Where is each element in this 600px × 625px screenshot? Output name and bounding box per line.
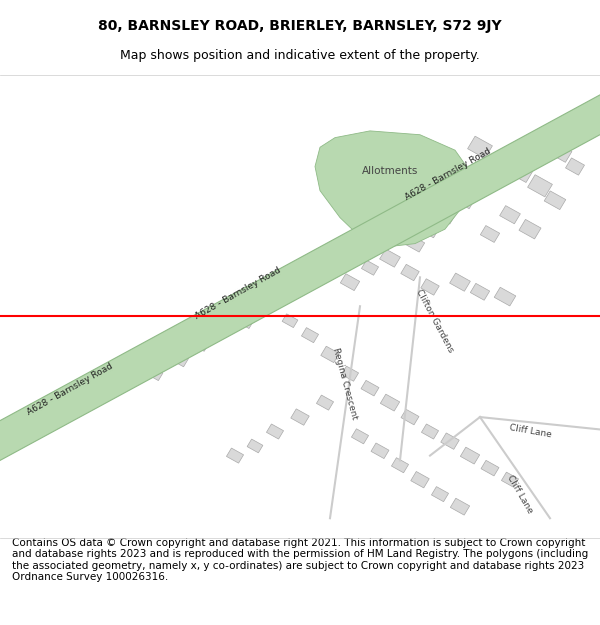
Bar: [411, 471, 429, 488]
Bar: [406, 235, 425, 252]
Bar: [67, 398, 83, 411]
Bar: [236, 313, 254, 329]
Bar: [544, 191, 566, 209]
Bar: [507, 160, 533, 182]
Bar: [247, 439, 263, 453]
Bar: [421, 221, 439, 238]
Text: Contains OS data © Crown copyright and database right 2021. This information is : Contains OS data © Crown copyright and d…: [12, 538, 588, 582]
Polygon shape: [315, 131, 470, 246]
Bar: [489, 152, 511, 171]
Bar: [566, 158, 584, 175]
Bar: [481, 461, 499, 476]
Bar: [172, 352, 188, 367]
Bar: [548, 142, 572, 162]
Bar: [361, 381, 379, 396]
Bar: [431, 487, 449, 502]
Bar: [301, 328, 319, 342]
Bar: [441, 433, 459, 449]
Bar: [380, 249, 400, 267]
Bar: [500, 206, 520, 224]
Bar: [494, 288, 516, 306]
Polygon shape: [0, 89, 600, 461]
Bar: [401, 264, 419, 281]
Bar: [361, 260, 379, 275]
Text: Map shows position and indicative extent of the property.: Map shows position and indicative extent…: [120, 49, 480, 62]
Bar: [341, 366, 359, 381]
Bar: [519, 219, 541, 239]
Text: A628 - Barnsley Road: A628 - Barnsley Road: [403, 146, 492, 202]
Bar: [434, 206, 456, 224]
Bar: [527, 175, 553, 197]
Text: Regina Crescent: Regina Crescent: [331, 346, 359, 420]
Bar: [380, 394, 400, 411]
Text: A628 - Barnsley Road: A628 - Barnsley Road: [25, 362, 114, 417]
Bar: [321, 346, 339, 362]
Text: Cliff Lane: Cliff Lane: [505, 473, 535, 515]
Bar: [282, 314, 298, 328]
Bar: [467, 136, 493, 158]
Bar: [421, 279, 439, 295]
Bar: [226, 448, 244, 463]
Text: Allotments: Allotments: [362, 166, 418, 176]
Bar: [371, 443, 389, 459]
Bar: [352, 429, 368, 444]
Bar: [391, 458, 409, 472]
Bar: [421, 424, 439, 439]
Text: Clifton Gardens: Clifton Gardens: [415, 288, 455, 354]
Bar: [451, 498, 470, 515]
Bar: [455, 192, 475, 209]
Text: Cliff Lane: Cliff Lane: [508, 423, 552, 439]
Bar: [449, 273, 470, 291]
Bar: [147, 367, 163, 381]
Bar: [316, 395, 334, 410]
Bar: [460, 447, 479, 464]
Bar: [266, 424, 284, 439]
Bar: [502, 472, 518, 488]
Bar: [91, 386, 109, 401]
Bar: [481, 226, 500, 242]
Text: 80, BARNSLEY ROAD, BRIERLEY, BARNSLEY, S72 9JY: 80, BARNSLEY ROAD, BRIERLEY, BARNSLEY, S…: [98, 19, 502, 32]
Bar: [340, 274, 359, 291]
Bar: [470, 283, 490, 300]
Bar: [401, 409, 419, 425]
Bar: [190, 334, 209, 351]
Text: A628 - Barnsley Road: A628 - Barnsley Road: [193, 266, 282, 321]
Bar: [41, 409, 59, 424]
Bar: [262, 294, 278, 309]
Bar: [291, 409, 309, 425]
Bar: [211, 322, 229, 338]
